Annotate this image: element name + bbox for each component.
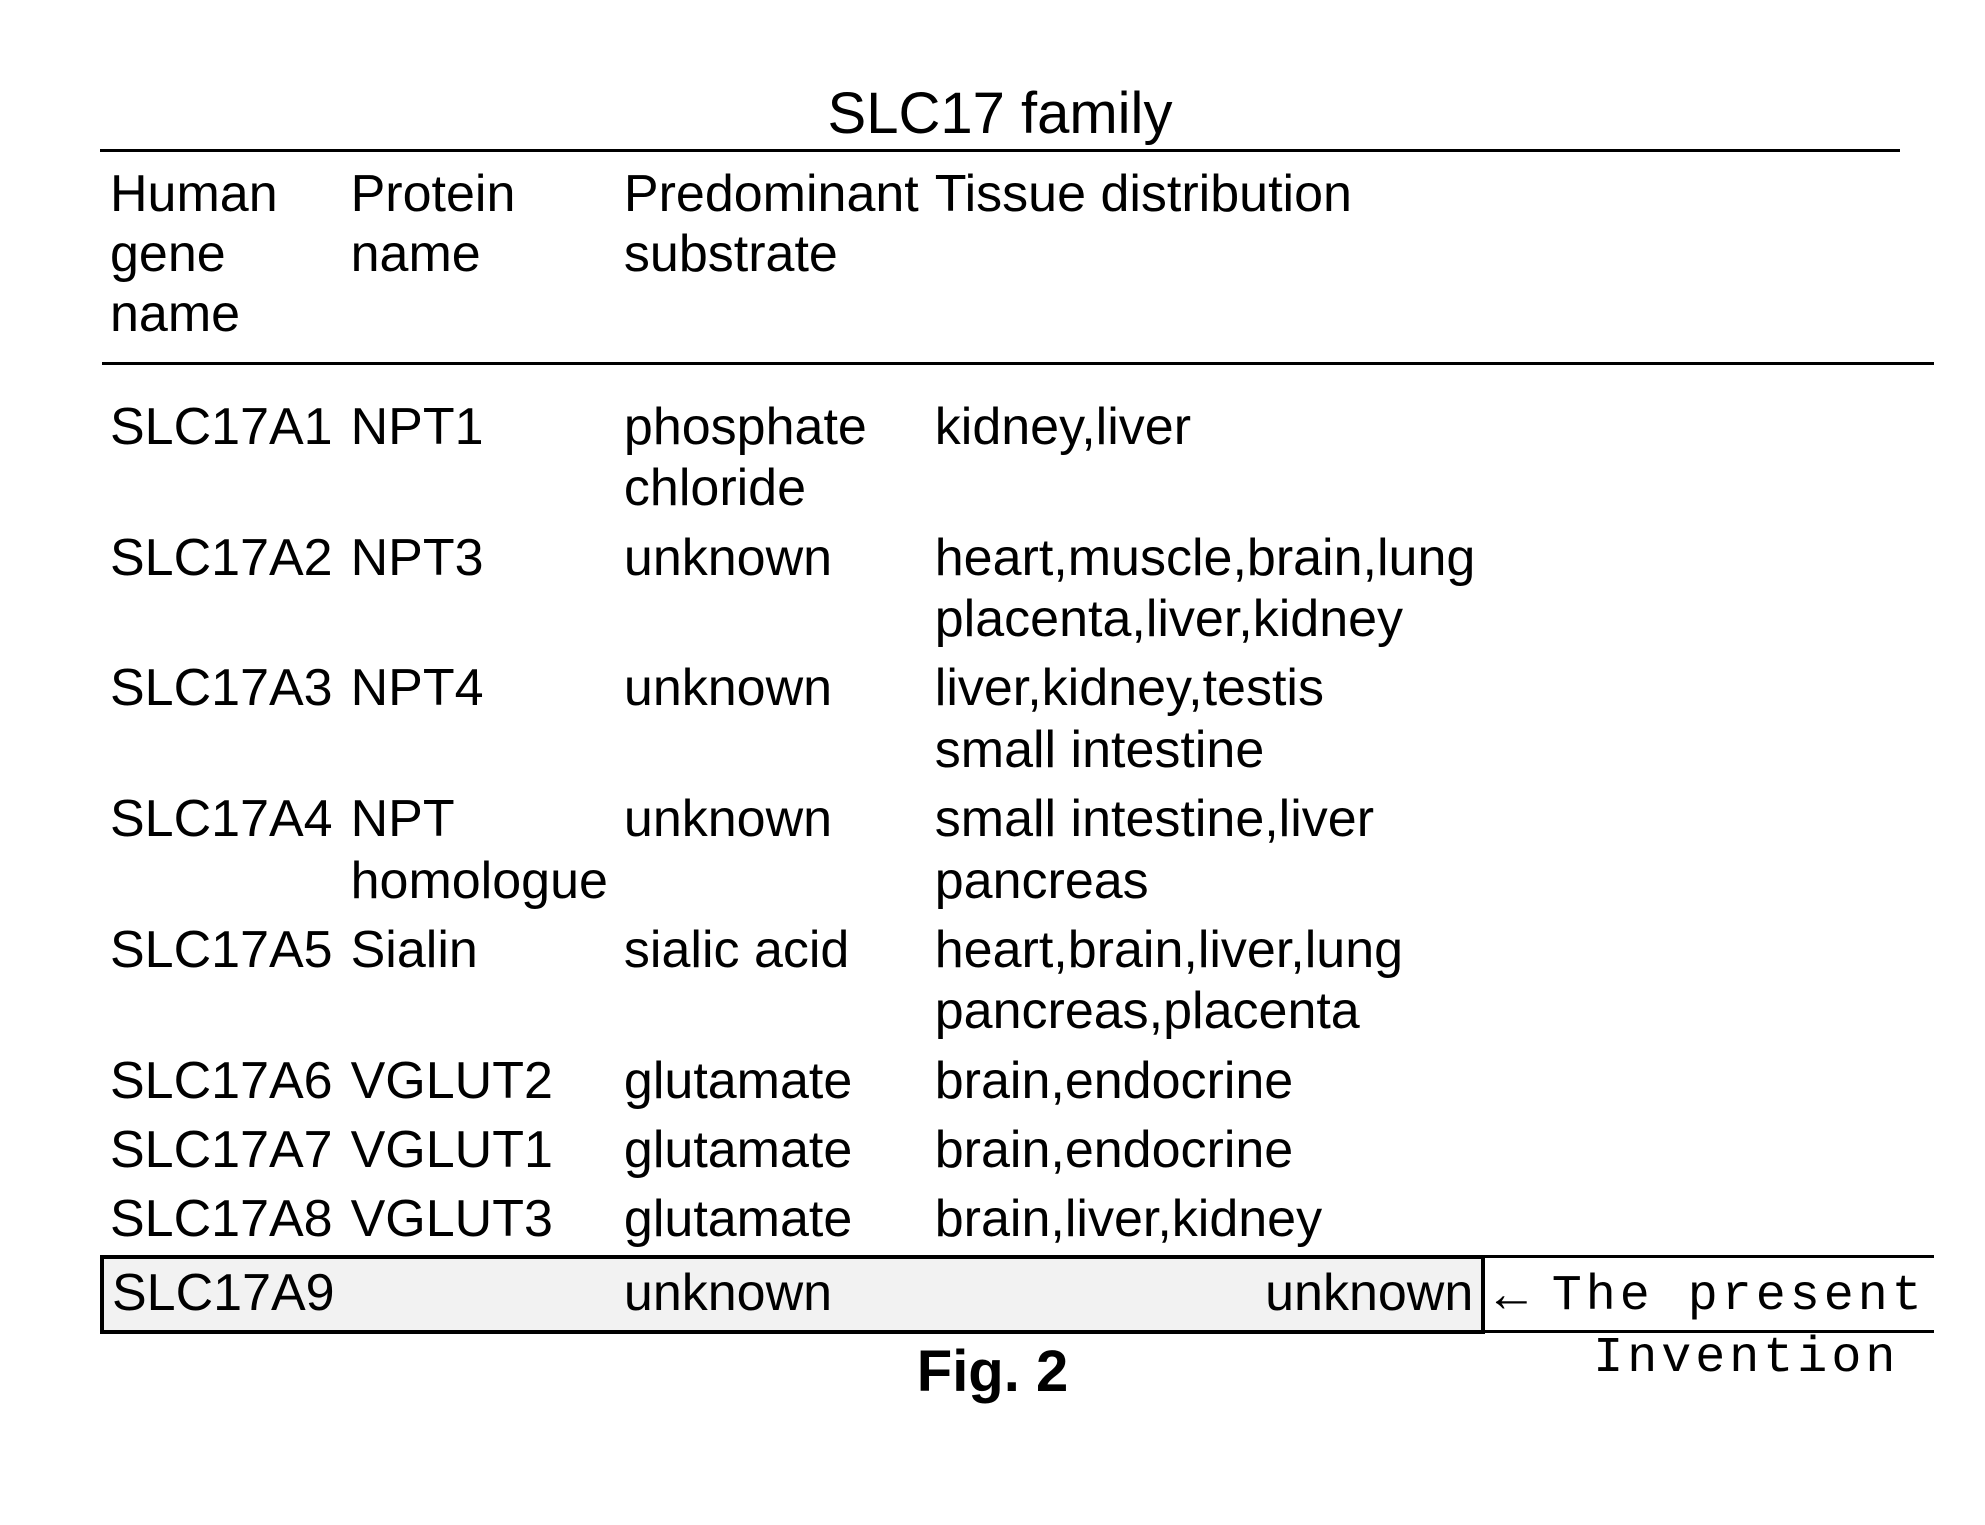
cell-gene: SLC17A5 xyxy=(102,916,343,1047)
cell-protein: Sialin xyxy=(343,916,616,1047)
cell-gene: SLC17A2 xyxy=(102,524,343,655)
cell-substrate: glutamate xyxy=(616,1185,927,1256)
cell-tissue: liver,kidney,testis small intestine xyxy=(927,654,1484,785)
table-container: SLC17 family Human gene name Protein nam… xyxy=(100,80,1900,1334)
cell-protein: NPT homologue xyxy=(343,785,616,916)
cell-protein: VGLUT1 xyxy=(343,1116,616,1185)
table-row: SLC17A7 VGLUT1 glutamate brain,endocrine xyxy=(102,1116,1934,1185)
cell-protein: VGLUT3 xyxy=(343,1185,616,1256)
cell-tissue: brain,endocrine xyxy=(927,1047,1484,1116)
cell-gene: SLC17A8 xyxy=(102,1185,343,1256)
header-row: Human gene name Protein name Predominant… xyxy=(102,158,1934,364)
cell-protein xyxy=(343,1257,616,1332)
figure-caption: Fig. 2 xyxy=(0,1338,1985,1405)
cell-protein: NPT4 xyxy=(343,654,616,785)
table-row: SLC17A4 NPT homologue unknown small inte… xyxy=(102,785,1934,916)
cell-gene: SLC17A3 xyxy=(102,654,343,785)
table-row: SLC17A5 Sialin sialic acid heart,brain,l… xyxy=(102,916,1934,1047)
cell-substrate: unknown xyxy=(616,654,927,785)
cell-protein: VGLUT2 xyxy=(343,1047,616,1116)
cell-tissue: small intestine,liver pancreas xyxy=(927,785,1484,916)
arrow-left-icon: ← xyxy=(1485,1265,1537,1323)
cell-substrate: sialic acid xyxy=(616,916,927,1047)
highlight-row: SLC17A9 unknown unknown ← The present xyxy=(102,1257,1934,1332)
table-row: SLC17A2 NPT3 unknown heart,muscle,brain,… xyxy=(102,524,1934,655)
cell-tissue: kidney,liver xyxy=(927,364,1484,524)
cell-protein: NPT3 xyxy=(343,524,616,655)
cell-substrate: glutamate xyxy=(616,1116,927,1185)
col-header-tissue: Tissue distribution xyxy=(927,158,1484,364)
cell-tissue: brain,liver,kidney xyxy=(927,1185,1484,1256)
cell-gene: SLC17A6 xyxy=(102,1047,343,1116)
annotation-line1: The present xyxy=(1552,1268,1926,1325)
cell-tissue: heart,brain,liver,lung pancreas,placenta xyxy=(927,916,1484,1047)
table-row: SLC17A8 VGLUT3 glutamate brain,liver,kid… xyxy=(102,1185,1934,1256)
cell-substrate: unknown xyxy=(616,1257,927,1332)
table-title: SLC17 family xyxy=(100,80,1900,152)
cell-substrate: glutamate xyxy=(616,1047,927,1116)
cell-gene: SLC17A4 xyxy=(102,785,343,916)
table-row: SLC17A1 NPT1 phosphate chloride kidney,l… xyxy=(102,364,1934,524)
col-header-substrate: Predominant substrate xyxy=(616,158,927,364)
cell-gene: SLC17A9 xyxy=(102,1257,343,1332)
cell-substrate: phosphate chloride xyxy=(616,364,927,524)
slc17-table: Human gene name Protein name Predominant… xyxy=(100,158,1934,1334)
cell-tissue: unknown xyxy=(927,1257,1484,1332)
annotation-cell: ← The present xyxy=(1483,1257,1934,1332)
cell-tissue: heart,muscle,brain,lung placenta,liver,k… xyxy=(927,524,1484,655)
cell-gene: SLC17A7 xyxy=(102,1116,343,1185)
cell-protein: NPT1 xyxy=(343,364,616,524)
col-header-protein: Protein name xyxy=(343,158,616,364)
cell-substrate: unknown xyxy=(616,524,927,655)
table-row: SLC17A3 NPT4 unknown liver,kidney,testis… xyxy=(102,654,1934,785)
cell-substrate: unknown xyxy=(616,785,927,916)
col-header-gene: Human gene name xyxy=(102,158,343,364)
cell-gene: SLC17A1 xyxy=(102,364,343,524)
table-row: SLC17A6 VGLUT2 glutamate brain,endocrine xyxy=(102,1047,1934,1116)
col-header-annot xyxy=(1483,158,1934,364)
cell-tissue: brain,endocrine xyxy=(927,1116,1484,1185)
